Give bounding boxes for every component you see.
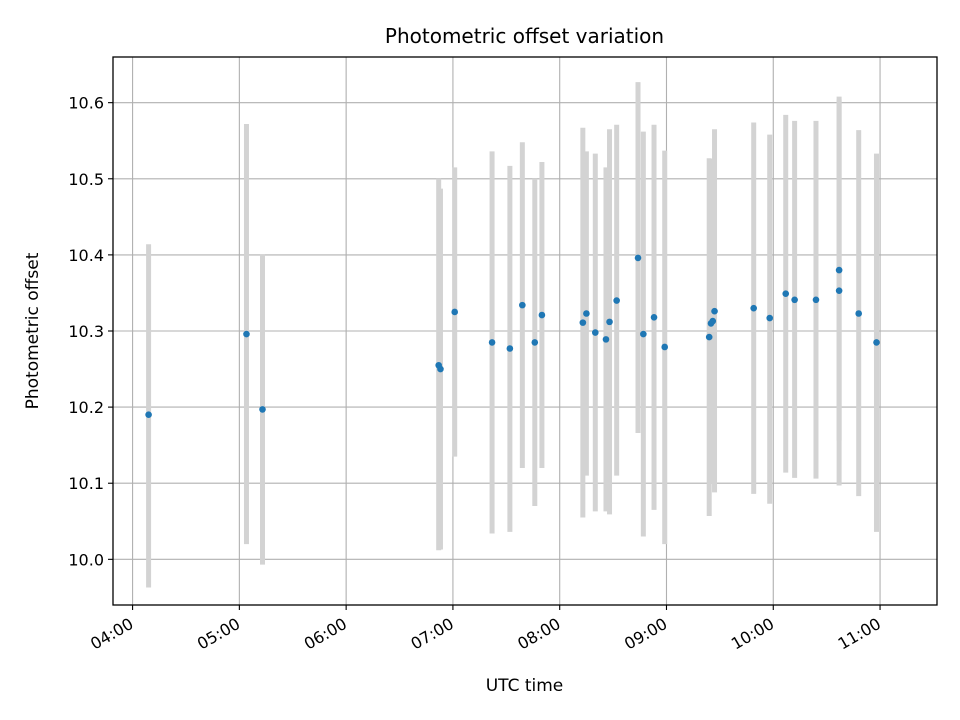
chart-title: Photometric offset variation — [385, 24, 664, 48]
data-point — [750, 304, 757, 312]
data-point — [531, 339, 539, 346]
data-point — [602, 336, 610, 343]
y-tick-label: 10.6 — [68, 94, 104, 113]
data-point — [606, 318, 613, 326]
data-point — [451, 308, 459, 316]
data-point — [791, 296, 798, 304]
data-point — [873, 339, 880, 346]
data-point — [591, 329, 599, 336]
data-point — [579, 319, 587, 326]
data-point — [705, 333, 713, 341]
data-point — [519, 301, 526, 309]
data-point — [243, 330, 250, 338]
y-tick-label: 10.2 — [68, 398, 104, 417]
data-point — [259, 406, 266, 413]
y-axis-ticks: 10.0 10.1 10.2 10.3 10.4 10.5 10.6 — [68, 94, 113, 569]
data-point — [437, 365, 444, 373]
data-point — [613, 297, 620, 304]
data-point — [506, 345, 514, 352]
grid — [113, 57, 937, 605]
y-tick-label: 10.1 — [68, 474, 104, 493]
y-tick-label: 10.0 — [68, 550, 104, 569]
data-point — [812, 296, 820, 304]
data-point — [650, 314, 658, 321]
data-point — [661, 343, 669, 351]
data-point — [782, 290, 790, 298]
y-tick-label: 10.4 — [68, 246, 104, 265]
data-point — [538, 311, 546, 319]
data-points — [145, 254, 880, 419]
x-axis-label: UTC time — [486, 676, 564, 696]
data-point — [835, 287, 843, 294]
data-point — [145, 411, 152, 419]
y-tick-label: 10.5 — [68, 170, 104, 189]
y-axis-label: Photometric offset — [23, 252, 43, 409]
data-point — [766, 314, 774, 322]
data-point — [488, 339, 496, 346]
data-point — [640, 330, 647, 338]
data-point — [583, 310, 590, 317]
data-point — [634, 254, 642, 262]
y-tick-label: 10.3 — [68, 322, 104, 341]
data-point — [709, 317, 717, 325]
data-point — [711, 307, 718, 315]
data-point — [855, 310, 862, 317]
data-point — [835, 266, 843, 274]
